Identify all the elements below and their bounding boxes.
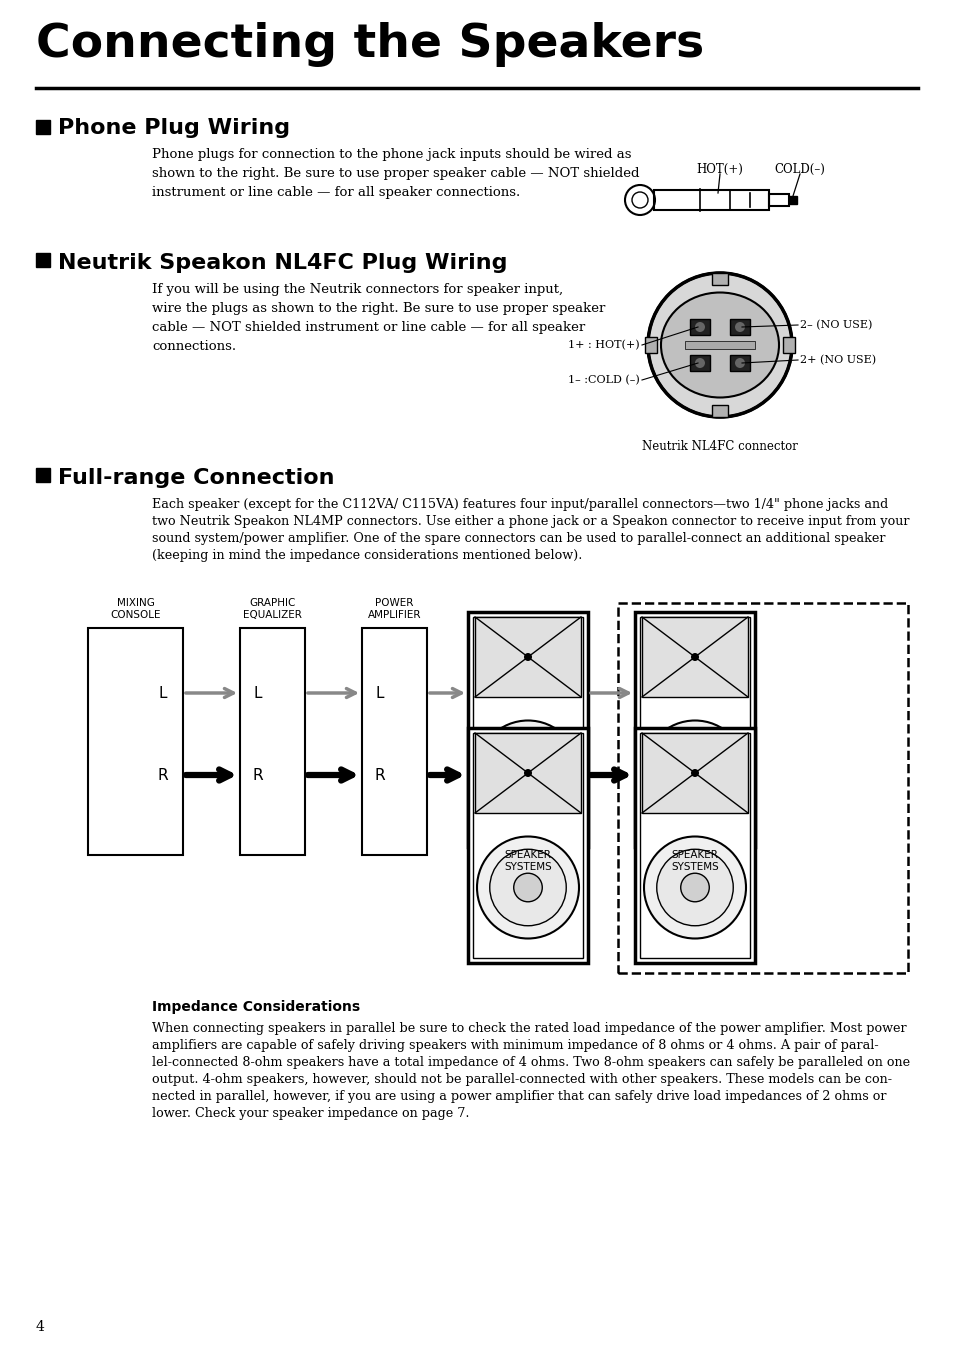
Circle shape (643, 836, 745, 939)
Bar (644, 336, 657, 353)
Circle shape (489, 734, 566, 809)
Text: nected in parallel, however, if you are using a power amplifier that can safely : nected in parallel, however, if you are … (152, 1090, 885, 1102)
Text: MIXING
CONSOLE: MIXING CONSOLE (111, 598, 161, 620)
Bar (475, 734, 580, 813)
Text: SPEAKER
SYSTEMS: SPEAKER SYSTEMS (670, 850, 719, 871)
Circle shape (643, 720, 745, 823)
Text: Connecting the Speakers: Connecting the Speakers (36, 22, 703, 68)
Bar (88, 628, 183, 855)
Bar (641, 734, 747, 813)
Text: R: R (157, 767, 168, 782)
Circle shape (476, 836, 578, 939)
Text: instrument or line cable — for all speaker connections.: instrument or line cable — for all speak… (152, 186, 519, 199)
Text: If you will be using the Neutrik connectors for speaker input,: If you will be using the Neutrik connect… (152, 282, 562, 296)
Circle shape (680, 873, 708, 901)
Circle shape (734, 322, 744, 332)
Circle shape (656, 850, 733, 925)
Bar (711, 273, 727, 285)
Bar (684, 340, 754, 349)
Circle shape (513, 757, 541, 786)
Text: SPEAKER
SYSTEMS: SPEAKER SYSTEMS (503, 850, 551, 871)
Text: 2– (NO USE): 2– (NO USE) (800, 320, 871, 330)
Bar (641, 617, 747, 697)
Text: (keeping in mind the impedance considerations mentioned below).: (keeping in mind the impedance considera… (152, 549, 581, 562)
Text: HOT(+): HOT(+) (696, 163, 742, 176)
Text: POWER
AMPLIFIER: POWER AMPLIFIER (367, 598, 421, 620)
Bar (639, 734, 749, 958)
Text: COLD(–): COLD(–) (774, 163, 824, 176)
Text: R: R (375, 767, 385, 782)
Circle shape (523, 653, 532, 661)
Bar (36, 467, 50, 482)
Bar (639, 617, 749, 842)
Text: connections.: connections. (152, 340, 236, 353)
Text: Neutrik Speakon NL4FC Plug Wiring: Neutrik Speakon NL4FC Plug Wiring (58, 253, 507, 273)
Text: cable — NOT shielded instrument or line cable — for all speaker: cable — NOT shielded instrument or line … (152, 322, 584, 334)
Text: L: L (375, 685, 384, 701)
Text: L: L (158, 685, 167, 701)
Circle shape (476, 720, 578, 823)
Bar (635, 728, 754, 963)
Circle shape (690, 769, 699, 777)
Bar (689, 355, 709, 372)
Text: lel-connected 8-ohm speakers have a total impedance of 4 ohms. Two 8-ohm speaker: lel-connected 8-ohm speakers have a tota… (152, 1056, 909, 1069)
Circle shape (734, 358, 744, 367)
Text: output. 4-ohm speakers, however, should not be parallel-connected with other spe: output. 4-ohm speakers, however, should … (152, 1073, 891, 1086)
Text: Phone Plug Wiring: Phone Plug Wiring (58, 118, 290, 138)
Bar (240, 628, 305, 855)
Text: R: R (253, 767, 263, 782)
Text: Impedance Considerations: Impedance Considerations (152, 1000, 359, 1015)
Text: When connecting speakers in parallel be sure to check the rated load impedance o: When connecting speakers in parallel be … (152, 1021, 905, 1035)
Bar (768, 195, 788, 205)
Ellipse shape (660, 293, 779, 397)
Bar (361, 628, 427, 855)
Text: shown to the right. Be sure to use proper speaker cable — NOT shielded: shown to the right. Be sure to use prope… (152, 168, 639, 180)
Bar (473, 734, 582, 958)
Bar (711, 405, 727, 417)
Bar (618, 603, 907, 973)
Circle shape (513, 873, 541, 901)
Bar (788, 196, 796, 204)
Circle shape (647, 273, 791, 417)
Bar (475, 617, 580, 697)
Circle shape (680, 757, 708, 786)
Text: L: L (253, 685, 262, 701)
Bar (36, 120, 50, 134)
Text: sound system/power amplifier. One of the spare connectors can be used to paralle: sound system/power amplifier. One of the… (152, 532, 884, 544)
Circle shape (695, 358, 704, 367)
Bar (729, 319, 749, 335)
Text: GRAPHIC
EQUALIZER: GRAPHIC EQUALIZER (243, 598, 301, 620)
Text: 2+ (NO USE): 2+ (NO USE) (800, 355, 875, 365)
Bar (473, 617, 582, 842)
Circle shape (523, 769, 532, 777)
Text: Phone plugs for connection to the phone jack inputs should be wired as: Phone plugs for connection to the phone … (152, 149, 631, 161)
Bar (654, 190, 768, 209)
Bar (689, 319, 709, 335)
Text: Each speaker (except for the C112VA/ C115VA) features four input/parallel connec: Each speaker (except for the C112VA/ C11… (152, 499, 887, 511)
Text: 1+ : HOT(+): 1+ : HOT(+) (568, 340, 639, 350)
Circle shape (489, 850, 566, 925)
Bar (635, 612, 754, 847)
Text: 1– :COLD (–): 1– :COLD (–) (568, 374, 639, 385)
Text: amplifiers are capable of safely driving speakers with minimum impedance of 8 oh: amplifiers are capable of safely driving… (152, 1039, 878, 1052)
Text: Full-range Connection: Full-range Connection (58, 467, 335, 488)
Bar (468, 728, 587, 963)
Bar (782, 336, 794, 353)
Bar (468, 612, 587, 847)
Bar (729, 355, 749, 372)
Circle shape (656, 734, 733, 809)
Text: lower. Check your speaker impedance on page 7.: lower. Check your speaker impedance on p… (152, 1106, 469, 1120)
Circle shape (690, 653, 699, 661)
Text: two Neutrik Speakon NL4MP connectors. Use either a phone jack or a Speakon conne: two Neutrik Speakon NL4MP connectors. Us… (152, 515, 908, 528)
Circle shape (695, 322, 704, 332)
Bar (36, 253, 50, 267)
Text: Neutrik NL4FC connector: Neutrik NL4FC connector (641, 440, 797, 453)
Text: 4: 4 (36, 1320, 45, 1333)
Text: wire the plugs as shown to the right. Be sure to use proper speaker: wire the plugs as shown to the right. Be… (152, 303, 605, 315)
